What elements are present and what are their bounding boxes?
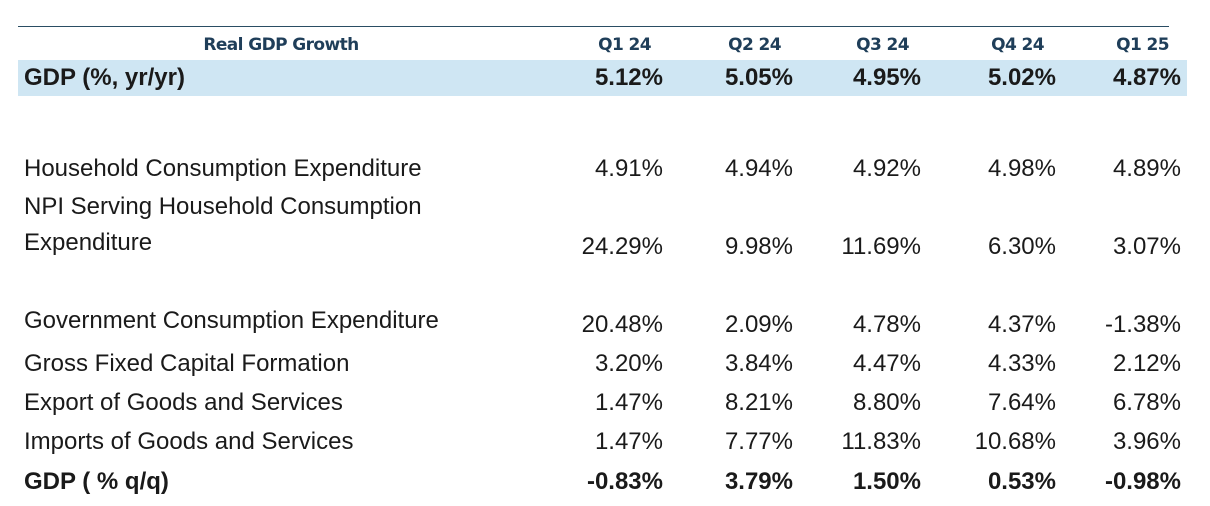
table-cell: 4.98% bbox=[987, 155, 1056, 182]
table-cell: 4.89% bbox=[1112, 155, 1181, 182]
table-cell: 7.77% bbox=[724, 428, 793, 455]
table-cell: 24.29% bbox=[581, 233, 663, 260]
table-row: NPI Serving Household Consumption Expend… bbox=[18, 185, 1187, 263]
gdp-yoy-row: GDP (%, yr/yr) 5.12% 5.05% 4.95% 5.02% 4… bbox=[18, 60, 1187, 96]
quarter-header: Q2 24 bbox=[728, 35, 781, 55]
row-label: GDP (%, yr/yr) bbox=[18, 60, 544, 96]
table-row: Household Consumption Expenditure 4.91% … bbox=[18, 139, 1187, 185]
quarter-header: Q3 24 bbox=[856, 35, 909, 55]
table-cell: 4.37% bbox=[987, 311, 1056, 338]
table-cell: 9.98% bbox=[724, 233, 793, 260]
table-cell: 8.21% bbox=[724, 389, 793, 416]
table-cell: 20.48% bbox=[581, 311, 663, 338]
table-cell: 4.91% bbox=[594, 155, 663, 182]
table-row: Export of Goods and Services 1.47% 8.21%… bbox=[18, 380, 1187, 419]
row-label: Export of Goods and Services bbox=[24, 389, 343, 416]
table-cell: 3.07% bbox=[1112, 233, 1181, 260]
table-cell: -0.83% bbox=[586, 468, 663, 495]
table-cell: 6.78% bbox=[1112, 389, 1181, 416]
table-cell: 1.47% bbox=[594, 428, 663, 455]
table-cell: 7.64% bbox=[987, 389, 1056, 416]
row-label: Gross Fixed Capital Formation bbox=[24, 350, 350, 377]
table-row: Gross Fixed Capital Formation 3.20% 3.84… bbox=[18, 341, 1187, 380]
table-cell: 4.87% bbox=[1062, 60, 1187, 96]
quarter-header: Q1 24 bbox=[598, 35, 651, 55]
table-cell: -0.98% bbox=[1104, 468, 1181, 495]
real-gdp-growth-table: Real GDP Growth Q1 24 Q2 24 Q3 24 Q4 24 … bbox=[18, 30, 1187, 498]
row-label: Government Consumption Expenditure bbox=[24, 307, 439, 334]
table-cell: 3.20% bbox=[594, 350, 663, 377]
row-label: NPI Serving Household Consumption Expend… bbox=[24, 193, 422, 256]
table-cell: 4.92% bbox=[852, 155, 921, 182]
table-row: Imports of Goods and Services 1.47% 7.77… bbox=[18, 419, 1187, 458]
quarter-header: Q4 24 bbox=[991, 35, 1044, 55]
quarter-header: Q1 25 bbox=[1116, 35, 1169, 55]
table-cell: 5.12% bbox=[544, 60, 669, 96]
table-cell: 2.12% bbox=[1112, 350, 1181, 377]
table-cell: 11.69% bbox=[841, 233, 921, 260]
row-label: Household Consumption Expenditure bbox=[24, 155, 422, 182]
table-cell: 4.94% bbox=[724, 155, 793, 182]
table-title: Real GDP Growth bbox=[203, 35, 359, 55]
table-cell: 10.68% bbox=[974, 428, 1056, 455]
table-top-rule bbox=[18, 26, 1169, 27]
table-cell: 11.83% bbox=[841, 428, 921, 455]
table-cell: 3.79% bbox=[724, 468, 793, 495]
table-cell: 5.02% bbox=[927, 60, 1062, 96]
table-cell: 1.50% bbox=[852, 468, 921, 495]
table-row: Government Consumption Expenditure 20.48… bbox=[18, 263, 1187, 341]
table-header-row: Real GDP Growth Q1 24 Q2 24 Q3 24 Q4 24 … bbox=[18, 30, 1187, 60]
table-cell: 2.09% bbox=[724, 311, 793, 338]
table-cell: 5.05% bbox=[669, 60, 799, 96]
spacer-row bbox=[18, 96, 1187, 139]
table-cell: 4.33% bbox=[987, 350, 1056, 377]
table-cell: 4.47% bbox=[852, 350, 921, 377]
table-cell: 4.78% bbox=[852, 311, 921, 338]
row-label: Imports of Goods and Services bbox=[24, 428, 354, 455]
table-cell: 3.84% bbox=[724, 350, 793, 377]
table-cell: 0.53% bbox=[987, 468, 1056, 495]
table-cell: 4.95% bbox=[799, 60, 927, 96]
gdp-qoq-row: GDP ( % q/q) -0.83% 3.79% 1.50% 0.53% -0… bbox=[18, 458, 1187, 498]
table-cell: 6.30% bbox=[987, 233, 1056, 260]
table-cell: -1.38% bbox=[1104, 311, 1181, 338]
table-cell: 3.96% bbox=[1112, 428, 1181, 455]
row-label: GDP ( % q/q) bbox=[24, 468, 169, 495]
table-cell: 1.47% bbox=[594, 389, 663, 416]
table-cell: 8.80% bbox=[852, 389, 921, 416]
